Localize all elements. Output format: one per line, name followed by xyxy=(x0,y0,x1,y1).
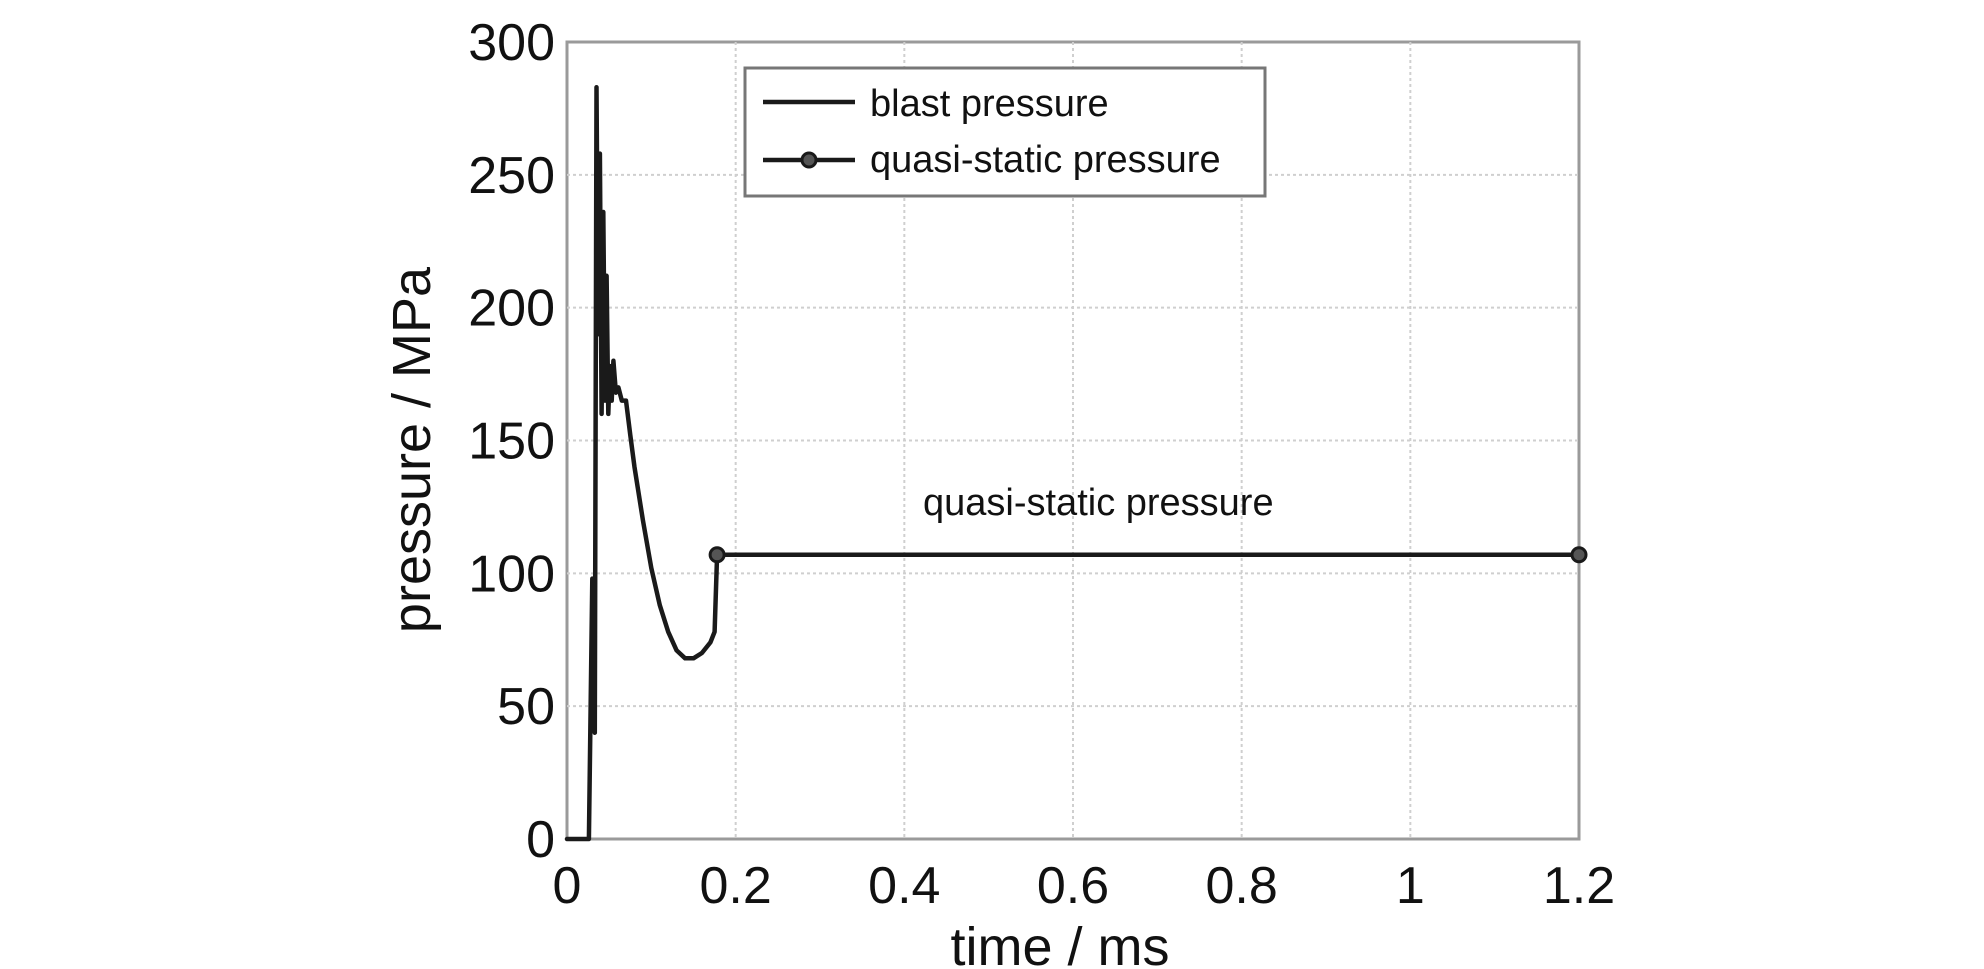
x-tick-label: 0.2 xyxy=(700,857,772,915)
legend-marker-quasi xyxy=(800,151,818,169)
x-tick-label: 0.6 xyxy=(1037,857,1109,915)
y-tick-label: 250 xyxy=(468,147,555,205)
y-tick-label: 50 xyxy=(497,678,555,736)
x-axis-title: time / ms xyxy=(950,917,1169,969)
quasi-static-annotation: quasi-static pressure xyxy=(923,482,1274,524)
y-tick-labels: 0 50 100 150 200 250 300 xyxy=(468,14,555,869)
x-tick-label: 1 xyxy=(1396,857,1425,915)
series-line-0 xyxy=(564,84,720,842)
y-axis-title: pressure / MPa xyxy=(382,266,442,633)
y-tick-label: 200 xyxy=(468,280,555,338)
y-tick-label: 150 xyxy=(468,413,555,471)
x-tick-label: 1.2 xyxy=(1543,857,1615,915)
x-tick-label: 0.8 xyxy=(1206,857,1278,915)
y-tick-label: 100 xyxy=(468,545,555,603)
legend-box xyxy=(743,66,1267,198)
y-tick-label: 300 xyxy=(468,14,555,72)
legend-label-blast: blast pressure xyxy=(870,83,1109,125)
series-layer xyxy=(564,84,1588,842)
legend-label-quasi: quasi-static pressure xyxy=(870,139,1221,181)
x-tick-labels: 0 0.2 0.4 0.6 0.8 1 1.2 xyxy=(553,857,1616,915)
x-tick-label: 0.4 xyxy=(868,857,940,915)
x-tick-label: 0 xyxy=(553,857,582,915)
series-marker xyxy=(1570,546,1588,564)
y-tick-label: 0 xyxy=(526,811,555,869)
legend: blast pressure quasi-static pressure xyxy=(743,66,1267,198)
series-marker xyxy=(708,546,726,564)
